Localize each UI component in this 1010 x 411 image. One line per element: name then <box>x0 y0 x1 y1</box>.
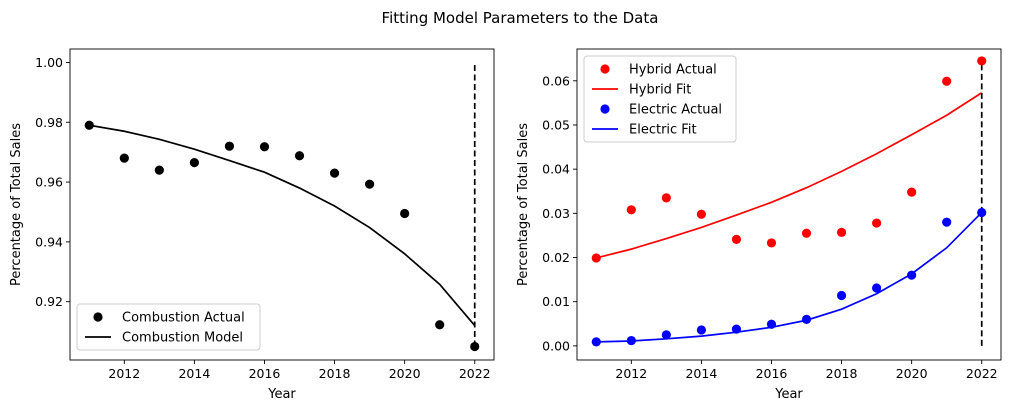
data-point <box>977 56 987 66</box>
legend-entry: Electric Actual <box>629 103 722 118</box>
x-tick-label: 2020 <box>389 366 421 381</box>
legend: Hybrid Actual Hybrid Fit Electric Actual El… <box>583 55 737 143</box>
data-point <box>942 217 952 227</box>
y-tick-label: 0.00 <box>542 338 570 353</box>
data-point <box>696 325 706 335</box>
x-tick-label: 2018 <box>319 366 351 381</box>
legend-entry: Combustion Model <box>122 331 243 346</box>
data-point <box>154 165 164 175</box>
y-tick-label: 0.94 <box>35 234 63 249</box>
data-point <box>329 168 340 178</box>
legend-entry: Combustion Actual <box>122 311 245 326</box>
axes-frame <box>69 48 495 361</box>
data-point <box>907 270 917 280</box>
legend-box <box>583 55 737 143</box>
y-tick-label: 0.06 <box>542 73 570 88</box>
legend: Combustion Actual Combustion Model <box>76 303 261 351</box>
data-point <box>801 314 812 324</box>
data-point <box>872 283 882 293</box>
plot-area <box>591 56 987 347</box>
y-tick-label: 0.04 <box>542 162 570 177</box>
data-point <box>400 208 410 219</box>
y-tick-label: 0.98 <box>35 115 63 130</box>
data-point <box>626 205 636 215</box>
axes-frame <box>576 48 1002 361</box>
plot-area <box>84 62 480 352</box>
y-tick-label: 0.02 <box>542 250 570 265</box>
data-point <box>626 335 636 346</box>
legend-marker <box>600 104 610 114</box>
data-point <box>591 337 601 347</box>
data-point <box>977 207 987 218</box>
y-tick-label: 0.96 <box>35 175 63 190</box>
data-point <box>84 120 94 130</box>
x-tick-label: 2016 <box>756 366 788 381</box>
x-tick-label: 2018 <box>826 366 858 381</box>
y-tick-label: 0.03 <box>542 206 570 221</box>
data-point <box>661 193 671 203</box>
x-tick-label: 2014 <box>178 366 210 381</box>
x-tick-label: 2016 <box>249 366 281 381</box>
data-point <box>836 227 847 237</box>
data-point <box>119 153 129 163</box>
x-tick-label: 2014 <box>685 366 717 381</box>
x-tick-label: 2022 <box>966 366 998 381</box>
data-point <box>661 330 671 340</box>
legend-box <box>76 303 261 351</box>
data-point <box>189 158 199 168</box>
data-point <box>942 76 952 86</box>
series-line <box>89 124 476 327</box>
y-tick-label: 0.05 <box>542 117 570 132</box>
data-point <box>224 141 235 151</box>
legend-marker <box>93 312 103 322</box>
data-point <box>907 187 917 197</box>
data-point <box>766 319 777 329</box>
data-point <box>259 142 270 152</box>
data-point <box>591 253 601 263</box>
x-tick-label: 2020 <box>896 366 928 381</box>
y-axis-label: Percentage of Total Sales <box>516 123 531 286</box>
chart-combustion: 2012 2014 2016 2018 2020 2022 0.92 0.94 0.96 0.98… <box>9 48 495 402</box>
x-axis-label: Year <box>267 387 296 402</box>
data-point <box>836 290 847 301</box>
figure-title: Fitting Model Parameters to the Data <box>382 9 659 27</box>
data-point <box>801 228 812 238</box>
legend-marker <box>600 64 610 74</box>
data-point <box>365 179 375 189</box>
legend-entry: Electric Fit <box>629 123 697 138</box>
data-point <box>731 234 742 244</box>
data-point <box>470 341 480 352</box>
legend-entry: Hybrid Actual <box>629 63 717 78</box>
x-tick-label: 2022 <box>459 366 491 381</box>
x-tick-label: 2012 <box>108 366 140 381</box>
x-tick-label: 2012 <box>615 366 647 381</box>
data-point <box>294 151 305 161</box>
legend-entry: Hybrid Fit <box>629 83 691 98</box>
data-point <box>731 324 742 334</box>
series-line <box>596 92 983 259</box>
y-axis-label: Percentage of Total Sales <box>9 123 24 286</box>
x-axis-label: Year <box>774 387 803 402</box>
data-point <box>766 238 777 248</box>
series-line <box>596 211 983 343</box>
chart-hybrid-electric: 2012 2014 2016 2018 2020 2022 0.00 0.01 0.02 0.03… <box>516 48 1002 402</box>
y-tick-label: 0.92 <box>35 294 63 309</box>
y-tick-label: 0.01 <box>542 294 570 309</box>
y-tick-label: 1.00 <box>35 55 63 70</box>
data-point <box>872 218 882 228</box>
data-point <box>696 209 706 219</box>
data-point <box>435 320 445 330</box>
